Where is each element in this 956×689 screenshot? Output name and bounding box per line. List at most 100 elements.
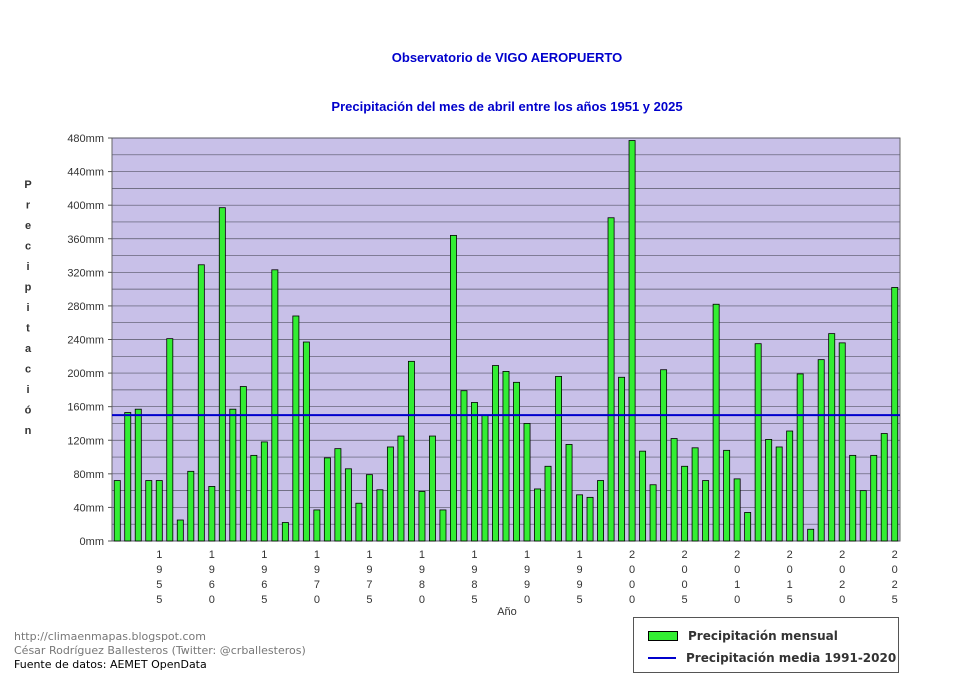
bar-1963 [239,386,247,542]
bar-1974 [355,502,363,542]
bar-2006 [691,447,699,542]
bar-1976 [376,489,384,542]
bar-1999 [618,376,626,542]
bar-2002 [649,484,657,542]
bar-1965 [260,441,268,542]
bar-1985 [471,402,478,542]
bar-2005 [681,465,689,542]
bar-2011 [744,512,752,542]
bar-1978 [397,435,405,542]
bar-2013 [765,439,773,542]
bars [113,140,899,542]
bar-2021 [849,454,857,542]
bar-1994 [565,444,573,542]
y-tick-label: 360mm [67,234,104,246]
bar-1955 [155,480,163,542]
bar-1960 [208,486,216,542]
chart-subtitle: Precipitación del mes de abril entre los… [331,99,682,114]
bar-1952 [124,412,132,542]
bar-1975 [365,474,373,542]
bar-1953 [134,408,142,542]
y-tick-label: 200mm [67,368,104,380]
bar-1986 [481,414,489,542]
y-tick-label: 280mm [67,301,104,313]
bar-1968 [292,315,300,542]
bar-2003 [660,369,668,542]
bar-2000 [628,140,636,542]
bar-2012 [754,343,762,542]
bar-1957 [176,519,184,542]
y-tick-label: 240mm [67,335,104,347]
bar-1961 [218,207,226,542]
bar-1971 [323,457,331,542]
bar-2016 [796,373,804,542]
bar-1998 [607,217,615,542]
bar-2001 [639,450,647,542]
bar-1959 [197,264,205,542]
bar-1983 [450,234,457,542]
bar-1989 [513,381,520,542]
y-tick-label: 120mm [67,435,104,447]
credits-author: César Rodríguez Ballesteros (Twitter: @c… [14,644,306,657]
y-tick-label: 80mm [73,469,104,481]
y-tick-label: 40mm [73,502,104,514]
bar-1951 [113,480,121,542]
bar-1964 [250,454,258,542]
bar-2007 [702,480,710,542]
legend-label-monthly: Precipitación mensual [688,629,838,643]
bar-2018 [817,359,825,542]
bar-1954 [145,480,153,542]
bar-1969 [302,341,310,542]
bar-2017 [807,528,815,542]
legend-item-mean: Precipitación media 1991-2020 [648,650,896,666]
bar-1972 [334,448,342,542]
bar-1973 [344,468,352,542]
bar-1993 [555,376,562,542]
bar-2022 [859,490,867,542]
bar-1981 [429,435,436,542]
credits: http://climaenmapas.blogspot.com César R… [14,630,306,672]
legend-swatch-line [648,657,676,659]
bar-2014 [775,446,783,542]
bar-1997 [597,480,605,542]
y-tick-labels: 0mm 40mm 80mm 120mm 160mm 200mm 240mm 280mm 320m… [67,133,104,548]
bar-1987 [492,365,499,542]
y-tick-label: 320mm [67,267,104,279]
legend-label-mean: Precipitación media 1991-2020 [686,651,897,665]
bar-1996 [586,496,594,542]
bar-1988 [502,370,510,542]
bar-2023 [870,454,878,542]
y-tick-label: 400mm [67,200,104,212]
bar-1979 [407,360,415,542]
credits-source: Fuente de datos: AEMET OpenData [14,658,207,671]
bar-1967 [281,522,289,542]
bar-1982 [439,509,447,542]
bar-1966 [271,269,279,542]
legend-swatch-bar [648,631,678,641]
bar-2008 [712,303,720,542]
x-tick-labels: 1 9 5 5 1 9 6 0 1 9 6 5 1 9 7 0 1 9 7 5 1 9 8 0 1 9 8 5 1 9 9 0 1 9 9 5 2 0 0 0… [156,549,898,606]
bar-1962 [229,408,237,542]
bar-2020 [838,342,846,542]
y-tick-label: 440mm [67,167,104,179]
bar-2019 [828,333,836,542]
bar-1995 [576,494,583,542]
y-tick-label: 160mm [67,402,104,414]
bar-1980 [418,491,426,542]
chart-title: Observatorio de VIGO AEROPUERTO [392,50,622,65]
bar-1970 [313,509,321,542]
